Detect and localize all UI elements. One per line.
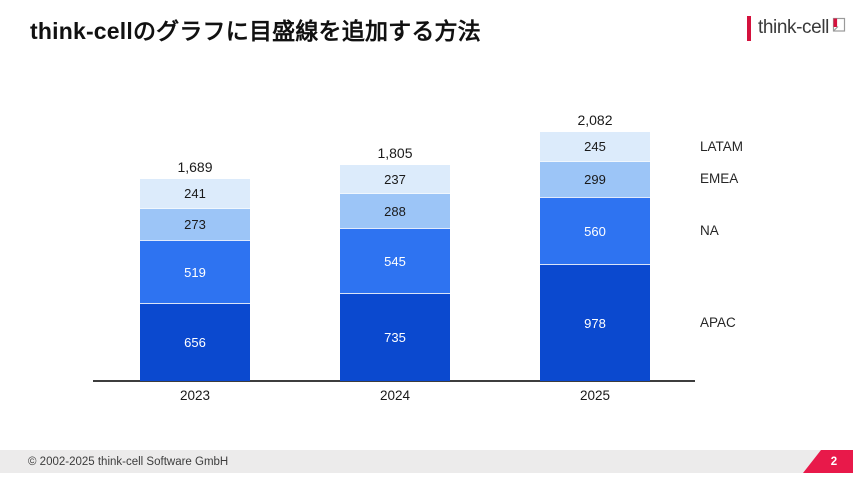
category-label: 2025	[579, 388, 611, 403]
bar-segment-emea: 288	[340, 193, 450, 228]
series-label-latam: LATAM	[700, 138, 744, 154]
logo-text: think-cell	[758, 17, 829, 38]
bar-stack-2023: 1,689 241 273 519 656	[140, 159, 250, 381]
page-number-tab: 2	[803, 450, 853, 473]
category-label: 2023	[179, 388, 211, 403]
bar-segment-latam: 237	[340, 165, 450, 193]
segment-value-label: 237	[384, 171, 406, 187]
segment-value-label: 241	[184, 186, 206, 201]
series-label-emea: EMEA	[700, 171, 739, 187]
page-number: 2	[830, 455, 838, 468]
segment-value-label: 560	[584, 223, 606, 239]
slide-title: think-cellのグラフに目盛線を追加する方法	[30, 18, 481, 44]
series-label-apac: APAC	[700, 314, 736, 330]
bar-segment-emea: 273	[140, 208, 250, 240]
segment-value-label: 656	[184, 335, 206, 350]
segment-value-label: 978	[584, 315, 606, 331]
bar-segment-apac: 978	[540, 264, 650, 381]
thinkcell-logo: think-cell	[747, 15, 847, 41]
bar-segment-na: 560	[540, 197, 650, 264]
bar-total-label: 1,689	[177, 159, 213, 175]
logo-red-bar-icon	[747, 15, 751, 41]
bar-segment-latam: 245	[540, 132, 650, 161]
segment-value-label: 519	[184, 264, 206, 280]
logo-page-icon	[832, 17, 846, 32]
series-label-na: NA	[700, 222, 719, 238]
footer-bar: © 2002-2025 think-cell Software GmbH 2	[0, 450, 853, 473]
segment-value-label: 245	[584, 139, 606, 154]
bar-segment-na: 519	[140, 240, 250, 303]
bar-stack-2025: 2,082 245 299 560 978	[540, 112, 650, 381]
segment-value-label: 273	[184, 217, 206, 232]
bar-total-label: 2,082	[577, 112, 613, 128]
bar-segment-apac: 656	[140, 303, 250, 381]
copyright-text: © 2002-2025 think-cell Software GmbH	[28, 455, 229, 468]
category-label: 2024	[379, 388, 411, 403]
bar-segment-latam: 241	[140, 179, 250, 208]
segment-value-label: 735	[384, 330, 406, 345]
segment-value-label: 288	[384, 203, 406, 219]
bar-total-label: 1,805	[377, 145, 413, 161]
bar-segment-emea: 299	[540, 161, 650, 197]
bar-segment-na: 545	[340, 228, 450, 293]
segment-value-label: 299	[584, 172, 606, 187]
bar-stack-2024: 1,805 237 288 545 735	[340, 145, 450, 381]
bar-segment-apac: 735	[340, 293, 450, 381]
segment-value-label: 545	[384, 253, 406, 269]
